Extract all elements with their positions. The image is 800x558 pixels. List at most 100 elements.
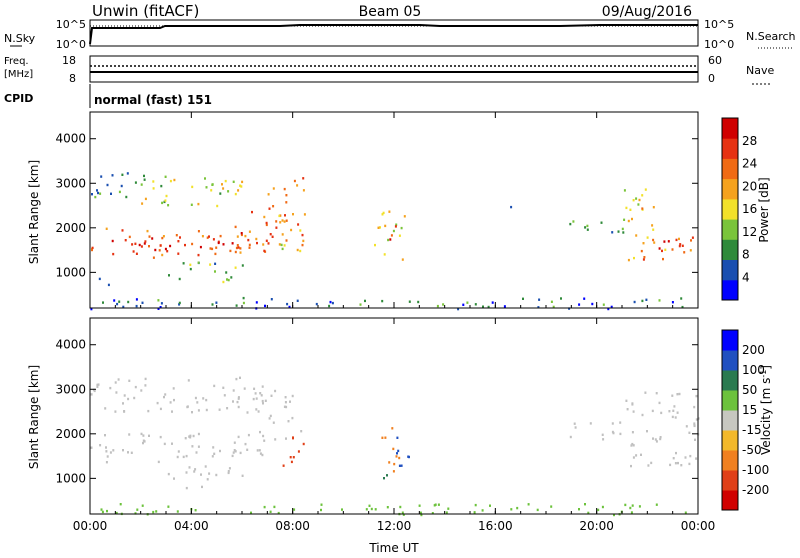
data-cell	[269, 510, 272, 513]
data-cell	[227, 470, 230, 473]
data-cell	[248, 246, 251, 249]
data-cell	[297, 223, 300, 226]
data-cell	[218, 408, 221, 411]
data-cell	[689, 454, 692, 458]
data-cell	[447, 507, 450, 510]
data-cell	[273, 505, 276, 509]
data-cell	[510, 508, 513, 511]
data-cell	[102, 301, 104, 304]
data-cell	[293, 179, 296, 183]
data-cell	[672, 457, 675, 460]
data-cell	[109, 451, 112, 454]
data-cell	[662, 257, 664, 261]
data-cell	[655, 392, 658, 395]
data-cell	[262, 243, 265, 246]
data-cell	[290, 228, 293, 232]
data-cell	[215, 246, 218, 249]
colorbar-tick-label: 24	[742, 157, 757, 171]
data-cell	[97, 191, 99, 195]
data-cell	[177, 252, 180, 255]
data-cell	[208, 472, 211, 475]
data-cell	[641, 413, 644, 417]
data-cell	[234, 250, 237, 254]
data-cell	[632, 456, 635, 459]
nsky-line	[89, 24, 698, 45]
data-cell	[96, 385, 99, 388]
data-cell	[510, 205, 513, 209]
data-cell	[637, 203, 640, 206]
colorbar-tick-label: -50	[742, 443, 762, 457]
data-cell	[243, 387, 246, 390]
data-cell	[99, 444, 102, 447]
data-cell	[189, 263, 192, 266]
data-cell	[127, 397, 130, 401]
data-cell	[188, 466, 191, 469]
data-cell	[374, 243, 376, 247]
colorbar-segment	[722, 470, 738, 491]
data-cell	[211, 183, 214, 186]
data-cell	[586, 224, 589, 228]
data-cell	[631, 504, 634, 507]
cpid-label: CPID	[4, 92, 33, 105]
colorbar-segment	[722, 450, 738, 471]
data-cell	[219, 234, 222, 238]
data-cell	[217, 241, 220, 245]
data-cell	[235, 377, 238, 381]
data-cell	[693, 405, 696, 409]
x-axis-label: Time UT	[368, 541, 419, 554]
data-cell	[190, 203, 193, 206]
data-cell	[184, 243, 186, 247]
colorbar-segment	[722, 350, 738, 371]
data-cell	[269, 414, 272, 418]
data-cell	[638, 198, 641, 202]
data-cell	[466, 301, 469, 304]
data-cell	[281, 233, 284, 236]
data-cell	[204, 465, 207, 468]
data-cell	[262, 402, 264, 405]
data-cell	[679, 243, 682, 246]
data-cell	[229, 249, 232, 253]
data-cell	[259, 452, 262, 455]
data-cell	[675, 451, 677, 455]
data-cell	[368, 504, 371, 507]
data-cell	[151, 237, 154, 240]
data-cell	[630, 464, 632, 468]
data-cell	[442, 303, 445, 306]
data-cell	[397, 449, 400, 453]
data-cell	[384, 436, 387, 439]
data-cell	[134, 385, 137, 389]
data-cell	[261, 399, 264, 403]
y-tick-label: 2000	[55, 221, 86, 235]
data-cell	[199, 245, 202, 249]
data-cell	[281, 219, 284, 222]
colorbar-tick-label: -15	[742, 423, 762, 437]
data-cell	[126, 172, 129, 175]
colorbar-tick-label: 12	[742, 225, 757, 239]
data-cell	[473, 511, 476, 514]
data-cell	[143, 174, 145, 178]
data-cell	[241, 264, 244, 267]
data-cell	[159, 306, 162, 309]
data-cell	[641, 207, 644, 210]
data-cell	[274, 438, 277, 441]
data-cell	[408, 300, 411, 303]
data-cell	[654, 438, 657, 441]
data-cell	[232, 400, 234, 403]
data-cell	[125, 195, 128, 199]
data-cell	[164, 393, 167, 396]
data-cell	[221, 183, 223, 186]
data-cell	[678, 392, 681, 396]
data-cell	[315, 302, 318, 306]
data-cell	[253, 387, 256, 390]
data-cell	[630, 444, 633, 447]
plot-area	[90, 112, 698, 308]
data-cell	[215, 473, 218, 477]
data-cell	[114, 410, 117, 413]
data-cell	[204, 177, 206, 180]
data-cell	[91, 248, 93, 252]
data-cell	[140, 245, 143, 248]
data-cell	[191, 445, 194, 448]
data-cell	[157, 299, 160, 302]
data-cell	[232, 451, 235, 454]
